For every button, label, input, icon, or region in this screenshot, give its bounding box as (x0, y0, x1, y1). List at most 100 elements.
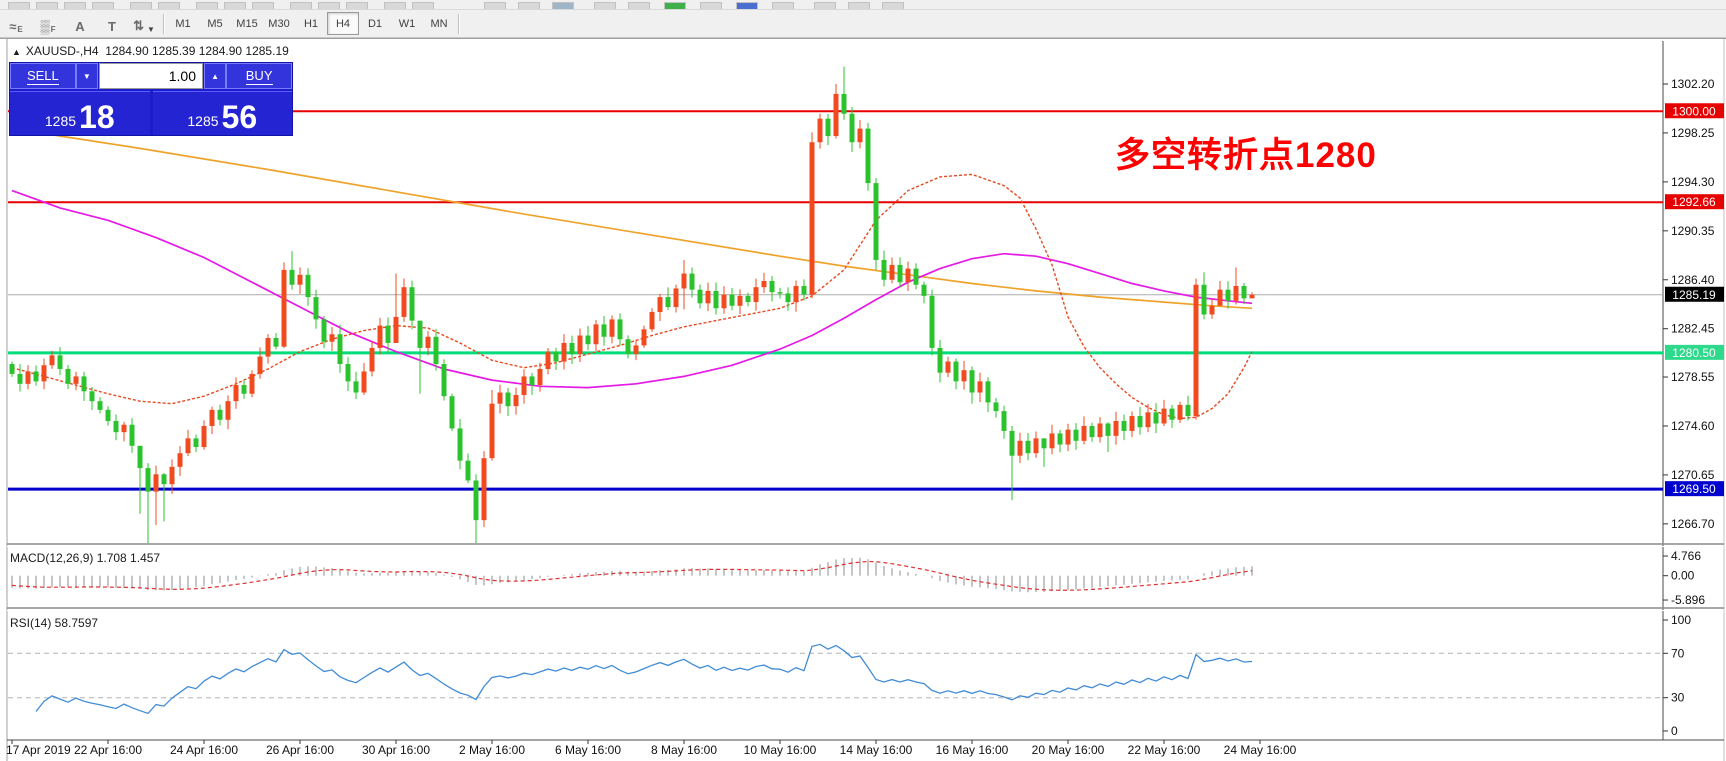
svg-text:0.00: 0.00 (1671, 569, 1695, 583)
svg-text:30 Apr 16:00: 30 Apr 16:00 (362, 743, 430, 757)
svg-text:0: 0 (1671, 724, 1678, 738)
cutoff-icon-stub (318, 2, 340, 9)
window-frame (6, 39, 1725, 761)
svg-text:22 May 16:00: 22 May 16:00 (1128, 743, 1201, 757)
svg-text:1302.20: 1302.20 (1671, 77, 1715, 91)
cutoff-icon-stub (290, 2, 312, 9)
svg-text:6 May 16:00: 6 May 16:00 (555, 743, 621, 757)
buy-quote-display: 1285 56 (152, 91, 292, 135)
svg-text:22 Apr 16:00: 22 Apr 16:00 (74, 743, 142, 757)
svg-text:24 Apr 16:00: 24 Apr 16:00 (170, 743, 238, 757)
text-box-icon[interactable]: T (108, 18, 116, 34)
svg-text:1294.30: 1294.30 (1671, 175, 1715, 189)
grid-pattern-icon[interactable]: ▒ F (40, 18, 56, 34)
sort-arrows-icon[interactable]: ⇅ ▼ (133, 17, 155, 34)
svg-text:26 Apr 16:00: 26 Apr 16:00 (266, 743, 334, 757)
cutoff-icon-stub (64, 2, 86, 9)
sell-quote-display: 1285 18 (10, 91, 150, 135)
collapse-triangle-icon[interactable]: ▲ (12, 47, 21, 57)
cutoff-icon-stub (518, 2, 540, 9)
price-badge (1665, 194, 1724, 210)
cutoff-icon-stub (196, 2, 218, 9)
cutoff-icon-stub (814, 2, 836, 9)
svg-text:70: 70 (1671, 646, 1685, 660)
cutoff-icon-stub (628, 2, 650, 9)
price-badge (1665, 103, 1724, 119)
time-axis: 17 Apr 2019 22 Apr 16:00 24 Apr 16:00 26 Ap… (6, 740, 1297, 757)
svg-text:1282.45: 1282.45 (1671, 322, 1715, 336)
chart-title: ▲ XAUUSD-,H4 1284.90 1285.39 1284.90 1285… (12, 44, 289, 58)
timeframe-button-m30[interactable]: M30 (268, 17, 290, 30)
svg-text:1278.55: 1278.55 (1671, 370, 1715, 384)
svg-text:30: 30 (1671, 691, 1685, 705)
svg-text:10 May 16:00: 10 May 16:00 (744, 743, 817, 757)
cutoff-icon-stub (772, 2, 794, 9)
cutoff-icon-stub (552, 2, 574, 9)
timeframe-button-m15[interactable]: M15 (236, 17, 258, 30)
svg-text:4.766: 4.766 (1671, 549, 1701, 563)
macd-indicator-label: MACD(12,26,9) 1.708 1.457 (10, 551, 161, 565)
toolbar-separator (163, 13, 164, 34)
svg-text:100: 100 (1671, 613, 1691, 627)
cutoff-icon-stub (252, 2, 274, 9)
upper-toolbar-cutoff-strip (0, 0, 1726, 10)
price-axis: 1302.20 1298.25 1294.30 1290.35 1286.40 1282.… (1663, 77, 1715, 531)
chart-annotation-text: 多空转折点1280 (1115, 136, 1377, 175)
rsi-indicator-label: RSI(14) 58.7597 (10, 616, 99, 630)
svg-text:1286.40: 1286.40 (1671, 273, 1715, 287)
cutoff-icon-stub (8, 2, 30, 9)
timeframe-button-m1[interactable]: M1 (175, 17, 191, 30)
volume-decrease-button[interactable]: ▼ (75, 63, 98, 89)
text-label-icon[interactable]: A (75, 18, 85, 34)
cutoff-icon-stub (130, 2, 152, 9)
cutoff-icon-stub (882, 2, 904, 9)
svg-text:16 May 16:00: 16 May 16:00 (936, 743, 1009, 757)
timeframe-button-m5[interactable]: M5 (207, 17, 223, 30)
svg-text:1269.50: 1269.50 (1672, 482, 1716, 496)
chart-window: 1300.00 1292.66 1285.19 1280.50 1269.50 1302.… (0, 38, 1726, 761)
buy-button[interactable]: BUY (226, 63, 292, 89)
price-badge (1665, 286, 1724, 302)
timeframe-button-mn[interactable]: MN (430, 17, 448, 30)
macd-panel: 4.766 0.00 -5.896 (11, 549, 1705, 607)
chart-canvas[interactable]: 1300.001292.661285.191280.501269.501302.… (0, 39, 1726, 761)
cutoff-icon-stub (664, 2, 686, 9)
timeframe-button-h4[interactable]: H4 (327, 12, 359, 35)
ohlc-values: 1284.90 1285.39 1284.90 1285.19 (105, 44, 289, 58)
svg-text:8 May 16:00: 8 May 16:00 (651, 743, 717, 757)
svg-text:1270.65: 1270.65 (1671, 468, 1715, 482)
timeframe-button-h1[interactable]: H1 (303, 17, 319, 30)
svg-text:1280.50: 1280.50 (1672, 346, 1716, 360)
cutoff-icon-stub (158, 2, 180, 9)
cutoff-icon-stub (412, 2, 434, 9)
volume-input[interactable] (99, 63, 203, 89)
cutoff-icon-stub (848, 2, 870, 9)
level-lines: 1300.00 1292.66 1285.19 1280.50 1269.50 (8, 103, 1724, 497)
moving-averages (11, 127, 1253, 420)
cutoff-icon-stub (346, 2, 368, 9)
svg-text:1298.25: 1298.25 (1671, 126, 1715, 140)
svg-text:1300.00: 1300.00 (1672, 104, 1716, 118)
sell-button[interactable]: SELL (10, 63, 76, 89)
toolbar-separator (458, 13, 459, 34)
timeframe-button-w1[interactable]: W1 (398, 17, 416, 30)
svg-text:1274.60: 1274.60 (1671, 419, 1715, 433)
main-toolbar: ≈ E ▒ F A T ⇅ ▼ M1 M5 M15 M30 H1 H4 D1 W1 MN (0, 10, 1726, 38)
cutoff-icon-stub (384, 2, 406, 9)
timeframe-button-d1[interactable]: D1 (367, 17, 383, 30)
cutoff-icon-stub (484, 2, 506, 9)
indicators-crayon-icon[interactable]: ≈ E (9, 18, 23, 34)
cutoff-icon-stub (92, 2, 114, 9)
svg-text:20 May 16:00: 20 May 16:00 (1032, 743, 1105, 757)
price-badge (1665, 344, 1724, 360)
svg-text:2 May 16:00: 2 May 16:00 (459, 743, 525, 757)
rsi-panel: 100 70 30 0 (8, 613, 1691, 738)
symbol-period-label: XAUUSD-,H4 (25, 44, 99, 58)
volume-increase-button[interactable]: ▲ (204, 63, 227, 89)
svg-text:17 Apr 2019: 17 Apr 2019 (6, 743, 71, 757)
svg-text:1292.66: 1292.66 (1672, 195, 1716, 209)
svg-text:1290.35: 1290.35 (1671, 224, 1715, 238)
cutoff-icon-stub (594, 2, 616, 9)
cutoff-icon-stub (700, 2, 722, 9)
